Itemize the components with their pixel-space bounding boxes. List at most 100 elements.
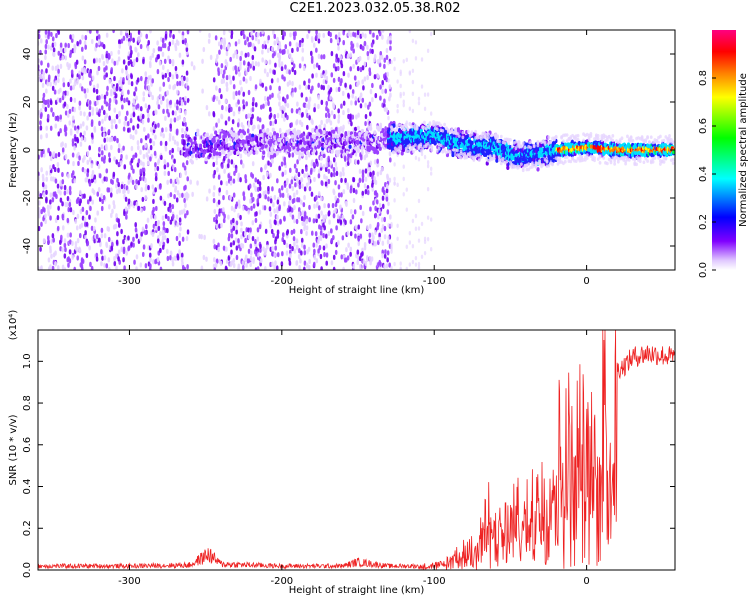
spectrogram-cell [219,260,223,267]
spectrogram-cell [180,257,184,263]
spectrogram-cell [59,190,62,196]
spectrogram-cell [215,58,218,64]
spectrogram-cell [320,119,323,126]
spectrogram-cell [189,103,192,109]
spectrogram-cell [88,156,92,163]
spectrogram-cell [113,255,116,262]
spectrogram-cell [378,146,382,151]
spectrogram-cell [316,201,319,207]
spectrogram-cell [46,81,50,87]
spectrogram-cell [352,48,355,54]
spectrogram-cell [220,39,223,45]
spectrogram-cell [319,230,323,236]
spectrogram-cell [223,168,226,174]
spectrogram-cell [302,65,306,72]
spectrogram-cell [110,144,113,151]
spectrogram-cell [324,181,328,187]
spectrogram-cell [210,172,213,178]
spectrogram-cell [228,74,231,80]
spectrogram-cell [103,74,106,80]
spectrogram-cell [86,199,90,205]
spectrogram-cell [271,246,274,252]
spectrogram-cell [366,74,369,81]
spectrogram-cell [63,47,67,53]
spectrogram-cell [122,35,126,41]
spectrogram-cell [340,63,344,69]
spectrogram-cell [368,101,372,107]
spectrogram-cell [361,210,365,217]
spectrogram-cell [79,208,83,215]
spectrogram-cell [53,166,57,173]
spectrogram-cell [64,42,67,48]
spectrogram-cell [325,75,329,81]
spectrogram-cell [315,62,319,68]
spectrogram-cell [233,207,236,213]
spectrogram-cell [184,110,187,116]
spectrogram-cell [274,220,277,226]
spectrogram-cell [320,54,323,60]
spectrogram-cell [236,150,240,156]
spectrogram-cell [137,180,141,186]
spectrogram-cell [251,113,254,119]
spectrogram-cell [162,221,166,227]
spectrogram-cell [215,151,219,156]
spectrogram-cell [80,263,84,269]
spectrogram-cell [349,209,353,215]
spectrogram-cell [44,43,48,50]
spectrogram-cell [295,119,299,125]
spectrogram-cell [213,169,217,176]
spectrogram-cell [158,241,162,247]
spectrogram-cell [198,213,202,219]
spectrogram-cell [423,250,427,256]
spectrogram-cell [315,30,318,35]
spectrogram-cell [210,99,213,106]
spectrogram-cell [84,93,88,99]
spectrogram-cell [337,76,341,82]
spectrogram-cell [212,77,216,83]
spectrogram-cell [245,78,248,84]
spectrogram-cell [102,60,106,67]
spectrogram-cell [337,114,341,120]
spectrogram-cell [63,267,67,270]
spectrogram-cell [361,149,364,155]
spectrogram-cell [49,199,52,205]
spectrogram-cell [305,84,308,91]
spectrogram-cell [127,89,130,95]
spectrogram-cell [141,196,145,203]
spectrogram-cell [91,138,94,145]
spectrogram-cell [269,172,272,178]
spectrogram-cell [201,153,205,158]
spectrogram-cell [262,150,266,155]
spectrogram-cell [90,163,94,169]
spectrogram-cell [234,65,237,71]
spectrogram-cell [281,171,285,177]
spectrogram-cell [311,73,314,79]
spectrogram-cell [239,214,242,221]
spectrogram-cell [451,152,455,158]
spectrogram-cell [273,51,276,57]
spectrogram-cell [300,92,304,98]
spectrogram-cell [57,167,60,173]
spectrogram-cell [335,166,338,172]
spectrogram-cell [198,204,201,210]
spectrogram-cell [203,234,206,240]
spectrogram-cell [385,107,389,113]
spectrogram-cell [262,246,265,252]
spectrogram-cell [385,47,389,54]
spectrogram-cell [157,122,160,128]
spectrogram-cell [293,241,296,247]
spectrogram-cell [298,184,302,190]
spectrogram-cell [214,130,218,135]
spectrogram-cell [237,90,241,96]
spectrogram-cell [251,173,255,179]
spectrogram-cell [176,222,179,228]
spectrogram-cell [300,242,304,248]
spectrogram-cell [105,65,108,71]
spectrogram-cell [139,160,143,166]
spectrogram-cell [44,100,47,106]
spectrogram-cell [364,130,369,135]
spectrogram-cell [356,66,360,72]
spectrogram-cell [49,264,52,270]
spectrogram-cell [315,195,318,201]
spectrogram-cell [359,233,363,239]
